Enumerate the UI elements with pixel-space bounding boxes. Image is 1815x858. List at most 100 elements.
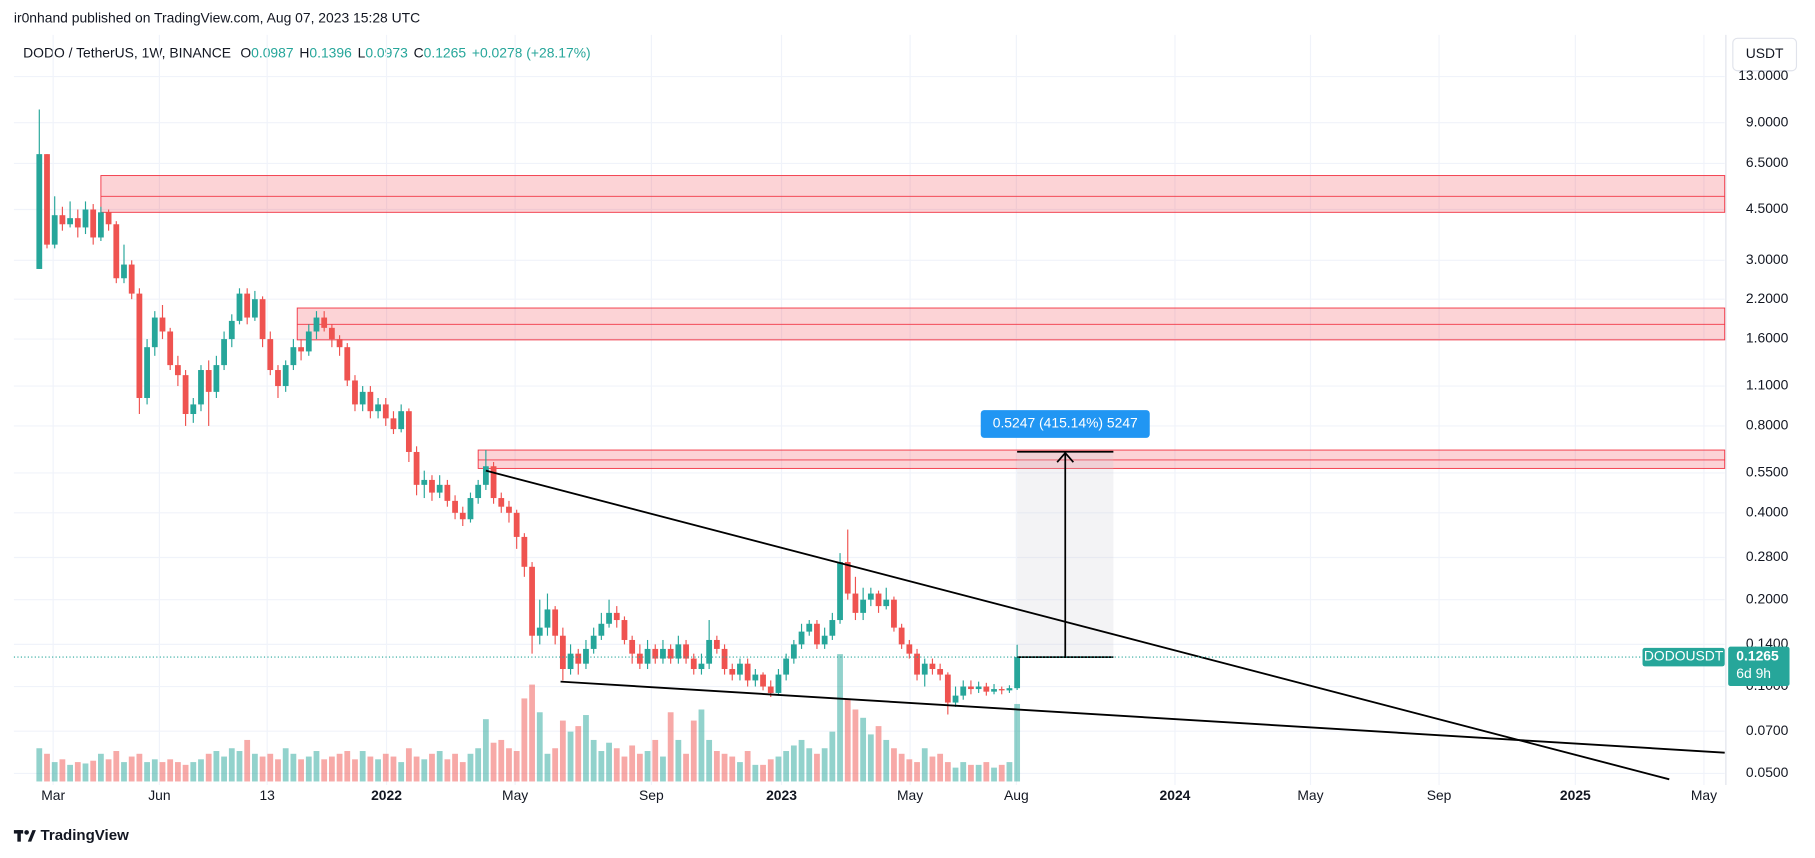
volume-bar [244,739,251,782]
candle-body [844,562,851,594]
candle-body [521,536,528,567]
volume-bar [729,756,736,782]
candle-body [690,658,697,670]
volume-bar [806,748,813,782]
candle-body [413,451,420,485]
candle-body [82,209,89,228]
volume-bar [359,751,366,782]
x-tick-label: May [897,787,923,803]
candle-body [398,411,405,430]
x-tick-label: 13 [259,787,275,803]
legend-letter: L [358,44,366,60]
candle-body [698,663,705,670]
volume-bar [575,726,582,782]
y-tick-label: 13.0000 [1738,67,1788,83]
candle-body [798,631,805,645]
candle-body [744,663,751,681]
y-tick-label: 0.4000 [1746,503,1789,519]
volume-bar [798,739,805,782]
volume-bar [144,762,150,782]
volume-bar [613,748,620,782]
candle-body [344,347,351,381]
volume-bar [151,759,158,782]
y-tick-label: 0.2800 [1746,548,1789,564]
volume-bar [436,751,443,782]
volume-bar [405,748,412,782]
volume-bar [82,763,89,782]
candle-body [683,644,689,659]
volume-bar [490,742,497,782]
y-tick-label: 1.6000 [1746,330,1789,346]
volume-bar [767,759,774,782]
volume-bar [914,762,920,782]
candle-body [860,599,867,613]
volume-bar [467,753,474,782]
currency-button[interactable] [1732,37,1798,72]
legend-change: +0.0278 (+28.17%) [472,44,591,60]
volume-bar [498,739,505,782]
volume-bar [690,720,697,782]
volume-bar [529,684,535,782]
volume-bar [367,756,374,782]
y-tick-label: 1.1000 [1746,377,1789,393]
volume-bar [644,751,651,782]
x-tick-label: 2024 [1160,787,1191,803]
y-tick-label: 0.8000 [1746,417,1789,433]
resistance-zone [477,449,1726,469]
volume-bar [221,756,227,782]
volume-bar [952,767,959,782]
candle-body [575,653,582,664]
candle-body [51,215,58,245]
candle-body [121,264,127,279]
resistance-zone [100,175,1726,213]
candle-body [113,224,120,279]
candle-body [544,609,551,628]
volume-bar [421,759,428,782]
volume-bar [44,753,50,782]
x-tick-label: May [1297,787,1323,803]
candle-body [559,635,566,670]
volume-bar [559,720,566,782]
volume-bar [752,764,759,782]
candle-body [59,215,66,225]
volume-bar [875,726,882,782]
candle-body [552,609,559,636]
candle-body [629,639,636,654]
candle-body [198,370,204,405]
candle-body [752,674,759,681]
x-tick-label: Aug [1004,787,1029,803]
candle-body [706,639,713,664]
candle-body [506,506,512,513]
currency-label[interactable]: USDT [1746,45,1784,61]
volume-bar [1006,762,1013,782]
footer-logo [13,830,36,842]
y-tick-label: 6.5000 [1746,154,1789,170]
candle-body [583,648,589,664]
candle-body [444,484,451,501]
volume-bar [444,759,451,782]
volume-bar [883,739,890,782]
candle-body [567,653,574,670]
volume-bar [459,762,466,782]
candle-body [606,612,612,624]
candle-body [944,674,951,703]
candle-body [275,370,281,387]
volume-bar [906,759,913,782]
x-tick-label: May [1691,787,1717,803]
trendline [560,680,1725,754]
volume-bar [74,762,81,782]
volume-bar [275,759,281,782]
volume-bar [290,753,297,782]
candle-body [290,347,297,366]
candle-body [429,479,435,493]
volume-bar [352,759,358,782]
candle-body [267,339,274,371]
volume-bar [536,712,543,782]
candle-body [436,484,443,493]
volume-bar [251,753,258,782]
legend-symbol: DODO / TetherUS, 1W, BINANCE [23,44,231,60]
footer-brand: TradingView [41,827,130,844]
candle-body [298,347,304,352]
candle-body [36,154,43,269]
volume-bar [482,719,489,782]
